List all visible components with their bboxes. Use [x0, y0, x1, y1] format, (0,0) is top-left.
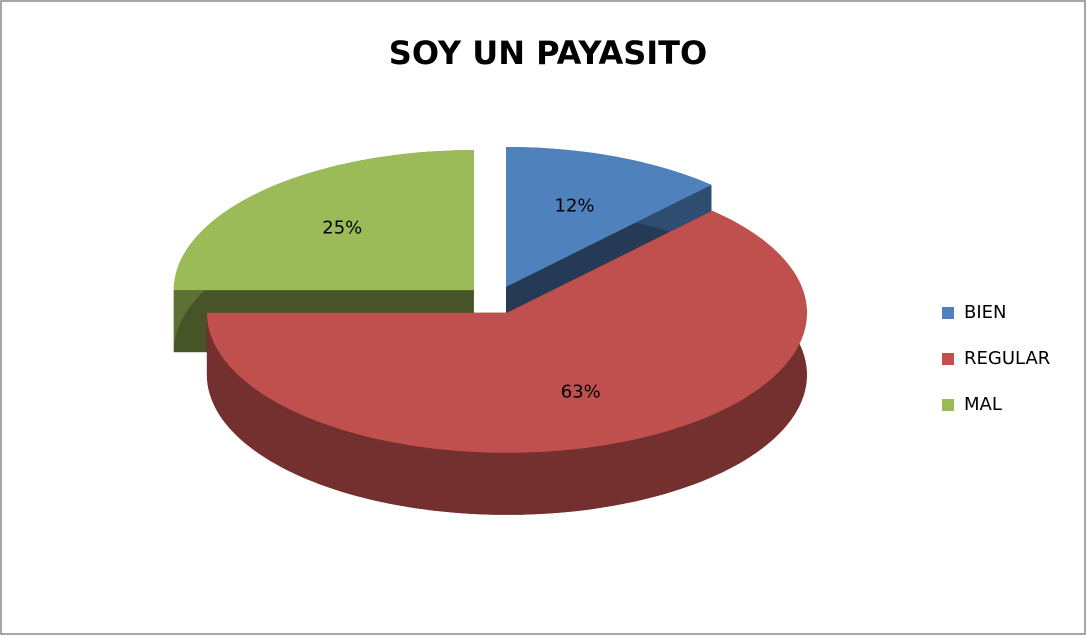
legend-swatch — [942, 399, 954, 411]
legend-label: MAL — [964, 394, 1002, 415]
legend-label: REGULAR — [964, 348, 1050, 369]
slice — [206, 210, 807, 453]
data-label: 12% — [555, 195, 595, 216]
data-label: 25% — [322, 218, 362, 239]
slice-side — [206, 210, 807, 515]
slice — [506, 147, 712, 287]
legend-swatch — [942, 307, 954, 319]
data-label: 63% — [561, 382, 601, 403]
chart-title: SOY UN PAYASITO — [389, 34, 707, 72]
legend-swatch — [942, 353, 954, 365]
slice — [173, 150, 474, 291]
legend-label: BIEN — [964, 302, 1007, 323]
